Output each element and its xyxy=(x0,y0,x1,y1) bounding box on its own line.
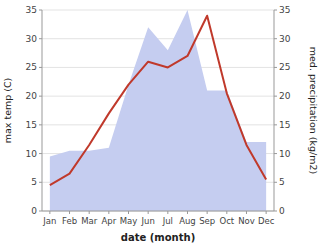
y2-tick xyxy=(274,153,277,154)
chart: Jan Feb MarApr MayJun Jul AugSep Oct NovDec 0 5 10… xyxy=(0,0,318,247)
grid xyxy=(42,10,274,211)
x-tick xyxy=(89,211,90,214)
y2-tick xyxy=(274,96,277,97)
x-tick-label: Apr xyxy=(101,216,116,226)
x-tick-label: Jun xyxy=(141,216,155,226)
temperature-line xyxy=(50,16,266,185)
x-tick-label: Dec xyxy=(258,216,275,226)
y-tick-label: 30 xyxy=(26,34,38,44)
y2-axis-label: med. precipitation (kg/m2) xyxy=(308,47,318,174)
y2-tick-label: 25 xyxy=(279,62,290,72)
x-tick xyxy=(266,211,267,214)
x-tick xyxy=(49,211,50,214)
precipitation-area xyxy=(50,10,266,211)
y2-tick-label: 30 xyxy=(279,34,291,44)
y-tick-label: 0 xyxy=(31,206,37,216)
x-tick xyxy=(187,211,188,214)
y2-tick xyxy=(274,211,277,212)
y-tick xyxy=(39,96,42,97)
grid-line xyxy=(42,211,274,212)
x-tick xyxy=(167,211,168,214)
y-tick-label: 5 xyxy=(31,177,37,187)
x-tick-label: Mar xyxy=(81,216,98,226)
y-tick-label: 20 xyxy=(26,91,38,101)
axes: Jan Feb MarApr MayJun Jul AugSep Oct NovDec 0 5 10… xyxy=(26,5,291,226)
y-tick-label: 10 xyxy=(26,149,38,159)
x-tick-label: Oct xyxy=(219,216,234,226)
y2-tick-label: 0 xyxy=(279,206,285,216)
y2-tick xyxy=(274,38,277,39)
x-tick-label: Jan xyxy=(42,216,56,226)
x-tick xyxy=(69,211,70,214)
y2-tick-label: 5 xyxy=(279,177,285,187)
x-axis-line xyxy=(42,211,274,212)
y-axis-line xyxy=(42,10,43,211)
x-tick xyxy=(108,211,109,214)
x-tick-label: May xyxy=(120,216,138,226)
y2-tick-label: 15 xyxy=(279,120,290,130)
x-tick-label: Nov xyxy=(238,216,255,226)
x-tick-label: Jul xyxy=(162,216,173,226)
y2-tick-label: 35 xyxy=(279,5,290,15)
plot-area xyxy=(50,10,266,211)
y2-tick xyxy=(274,10,277,11)
y2-tick xyxy=(274,182,277,183)
y-axis-label: max temp (C) xyxy=(2,78,13,144)
x-tick xyxy=(246,211,247,214)
y2-tick xyxy=(274,124,277,125)
x-tick xyxy=(226,211,227,214)
y-tick xyxy=(39,67,42,68)
y2-tick-label: 20 xyxy=(279,91,291,101)
x-tick-label: Aug xyxy=(179,216,196,226)
y-tick xyxy=(39,10,42,11)
y-tick-label: 15 xyxy=(26,120,37,130)
x-axis-label: date (month) xyxy=(121,232,195,243)
y2-tick-label: 10 xyxy=(279,149,291,159)
y-tick xyxy=(39,124,42,125)
y2-axis-line xyxy=(274,10,275,211)
y-tick xyxy=(39,182,42,183)
x-tick-label: Sep xyxy=(199,216,215,226)
y-tick xyxy=(39,38,42,39)
x-tick xyxy=(207,211,208,214)
x-tick-label: Feb xyxy=(62,216,77,226)
y-tick-label: 35 xyxy=(26,5,37,15)
y2-tick xyxy=(274,67,277,68)
y-tick xyxy=(39,153,42,154)
y-tick-label: 25 xyxy=(26,62,37,72)
y-tick xyxy=(39,211,42,212)
x-tick xyxy=(148,211,149,214)
grid-line xyxy=(42,10,274,11)
x-tick xyxy=(128,211,129,214)
